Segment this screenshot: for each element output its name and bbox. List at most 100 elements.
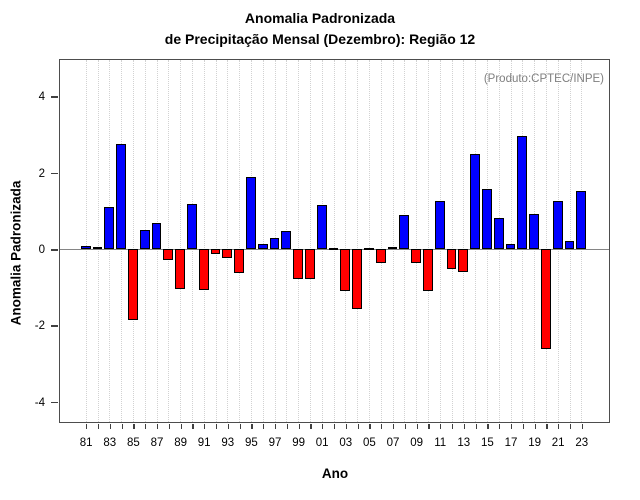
x-tick <box>86 424 88 429</box>
gridline <box>203 60 205 422</box>
bar-98 <box>281 231 292 250</box>
y-tick <box>51 96 58 98</box>
gridline <box>309 60 311 422</box>
x-tick <box>263 424 265 429</box>
bar-89 <box>175 249 185 290</box>
gridline <box>168 60 170 422</box>
bar-97 <box>269 237 280 250</box>
bar-04 <box>352 249 362 309</box>
bar-91 <box>198 249 209 291</box>
x-tick <box>511 424 513 429</box>
gridline <box>262 60 264 422</box>
bar-05 <box>364 247 374 250</box>
chart-title-line2: de Precipitação Mensal (Dezembro): Regiã… <box>164 31 476 47</box>
x-tick <box>180 424 182 429</box>
x-tick <box>286 424 288 429</box>
gridline <box>392 60 394 422</box>
bar-81 <box>80 246 91 250</box>
x-tick-label: 23 <box>575 437 589 449</box>
x-tick <box>145 424 147 429</box>
x-tick <box>310 424 312 429</box>
x-tick-label: 85 <box>126 437 140 449</box>
gridline <box>368 60 370 422</box>
gridline <box>510 60 512 422</box>
bar-13 <box>458 249 469 272</box>
bar-08 <box>399 215 410 250</box>
x-tick <box>546 424 548 429</box>
bar-14 <box>470 153 480 250</box>
x-tick <box>416 424 418 429</box>
x-tick <box>251 424 253 429</box>
bar-11 <box>434 200 445 250</box>
gridline <box>380 60 382 422</box>
bar-17 <box>505 244 516 250</box>
x-tick <box>322 424 324 429</box>
bar-07 <box>387 246 398 250</box>
gridline <box>345 60 347 422</box>
gridline <box>416 60 418 422</box>
gridline <box>215 60 217 422</box>
x-tick-label: 15 <box>480 437 494 449</box>
x-tick <box>216 424 218 429</box>
source-annotation: (Produto:CPTEC/INPE) <box>483 73 604 85</box>
bar-03 <box>340 249 351 291</box>
x-tick-label: 91 <box>197 437 211 449</box>
x-tick <box>192 424 194 429</box>
bar-21 <box>552 201 563 250</box>
bar-84 <box>116 143 126 250</box>
gridline <box>298 60 300 422</box>
x-tick <box>157 424 159 429</box>
bar-12 <box>446 249 457 270</box>
bar-19 <box>529 213 539 250</box>
x-tick-label: 01 <box>315 437 329 449</box>
x-axis-title: Ano <box>321 466 349 481</box>
x-tick-label: 11 <box>434 437 447 449</box>
x-tick <box>522 424 524 429</box>
x-tick <box>499 424 501 429</box>
gridline <box>85 60 87 422</box>
x-tick <box>487 424 489 429</box>
x-tick-label: 03 <box>339 437 353 449</box>
x-tick-label: 89 <box>174 437 187 449</box>
bar-85 <box>128 249 138 321</box>
x-tick-label: 97 <box>268 437 282 449</box>
bar-00 <box>305 249 315 279</box>
bar-18 <box>517 135 528 250</box>
x-tick-label: 93 <box>221 437 235 449</box>
bar-20 <box>541 249 551 349</box>
bar-93 <box>222 249 233 258</box>
bar-99 <box>293 249 303 279</box>
x-tick <box>227 424 229 429</box>
chart-title: Anomalia Padronizada de Precipitação Men… <box>0 8 640 50</box>
y-tick-label: -2 <box>34 320 45 333</box>
bar-83 <box>104 206 115 250</box>
bar-16 <box>493 217 504 250</box>
x-tick-label: 21 <box>551 437 565 449</box>
bar-95 <box>246 176 256 250</box>
y-tick-label: -4 <box>34 396 45 409</box>
x-tick-label: 95 <box>244 437 258 449</box>
bar-82 <box>92 246 103 250</box>
x-tick <box>239 424 241 429</box>
bar-88 <box>163 249 174 261</box>
y-tick <box>51 249 58 251</box>
x-tick <box>369 424 371 429</box>
x-tick <box>558 424 560 429</box>
bar-06 <box>375 249 386 263</box>
bar-23 <box>576 190 587 250</box>
bar-10 <box>423 249 433 292</box>
x-tick-label: 17 <box>504 437 518 449</box>
x-tick <box>168 424 170 429</box>
x-tick <box>534 424 536 429</box>
bar-22 <box>564 241 575 250</box>
x-tick <box>345 424 347 429</box>
x-tick-label: 05 <box>362 437 376 449</box>
x-tick <box>98 424 100 429</box>
gridline <box>97 60 99 422</box>
x-tick <box>334 424 336 429</box>
gridline <box>132 60 134 422</box>
x-tick <box>404 424 406 429</box>
gridline <box>569 60 571 422</box>
bar-94 <box>234 249 244 274</box>
gridline <box>427 60 429 422</box>
